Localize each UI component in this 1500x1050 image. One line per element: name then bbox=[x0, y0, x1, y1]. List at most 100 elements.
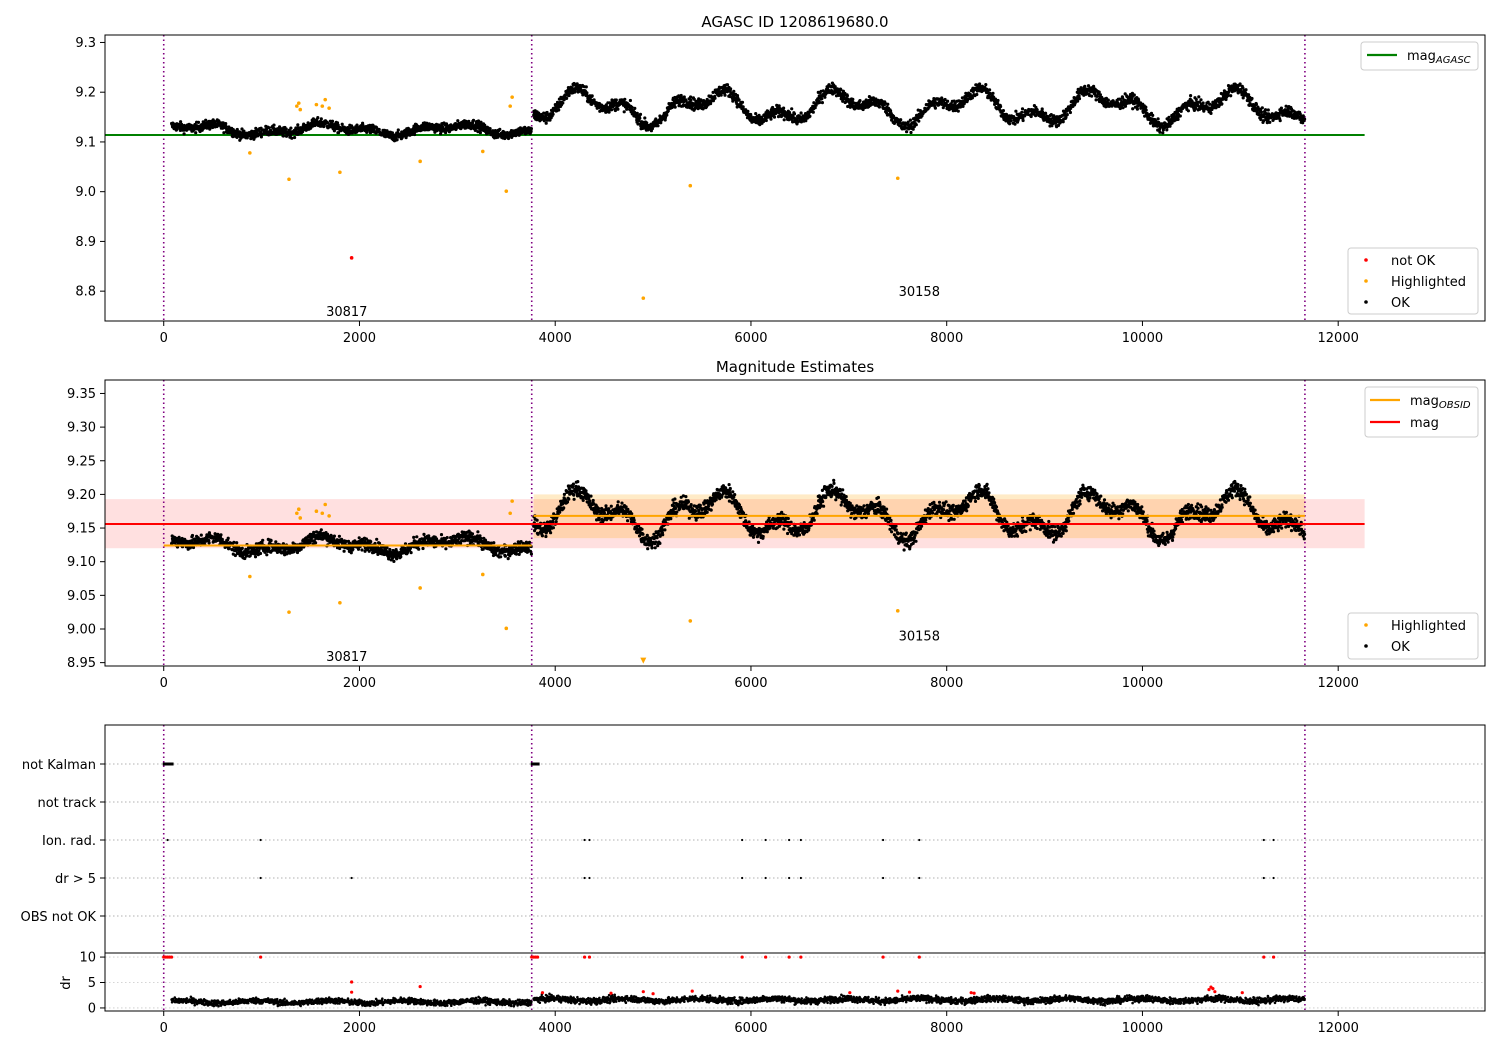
flag-marker bbox=[170, 762, 174, 766]
legend-marker bbox=[1364, 279, 1368, 283]
y-tick-label: 9.20 bbox=[67, 488, 96, 503]
dr-flagged-point bbox=[972, 991, 976, 995]
y-tick-label: 9.05 bbox=[67, 589, 96, 604]
dr-flagged-point bbox=[764, 955, 768, 959]
flag-marker bbox=[799, 876, 802, 880]
flag-marker bbox=[741, 876, 744, 880]
highlighted-point bbox=[895, 609, 900, 613]
dr-flagged-point bbox=[540, 991, 545, 995]
flag-marker bbox=[259, 838, 262, 842]
y-tick-label: 5 bbox=[88, 976, 96, 991]
highlighted-point bbox=[248, 574, 252, 579]
dr-flagged-point bbox=[350, 990, 354, 994]
dr-flagged-point bbox=[896, 989, 900, 993]
not-ok-point bbox=[349, 256, 354, 260]
axes-frame bbox=[104, 34, 1486, 322]
flag-marker bbox=[166, 838, 169, 842]
legend-subscript: OBSID bbox=[1439, 400, 1471, 411]
flag-row-label: not track bbox=[37, 796, 96, 811]
highlighted-point bbox=[480, 572, 485, 577]
dr-flagged-point bbox=[259, 955, 263, 959]
flag-marker bbox=[259, 876, 262, 880]
dr-flagged-point bbox=[848, 991, 852, 995]
flags-and-dr-panel: not Kalman not track Ion. rad. dr > 5 OBS no… bbox=[21, 724, 1486, 1036]
x-tick-label: 6000 bbox=[734, 676, 767, 691]
highlighted-point bbox=[688, 183, 693, 188]
legend-label: not OK bbox=[1391, 254, 1436, 269]
flag-marker bbox=[788, 838, 791, 842]
dr-flagged-point bbox=[740, 955, 744, 959]
flag-marker bbox=[168, 762, 172, 766]
dr-flagged-point bbox=[418, 984, 422, 989]
flag-marker bbox=[534, 762, 538, 766]
legend-marker bbox=[1364, 644, 1368, 648]
dr-flagged-point bbox=[651, 992, 655, 996]
dr-flagged-point bbox=[609, 991, 613, 995]
legend-frame bbox=[1360, 41, 1479, 71]
flag-marker bbox=[1262, 838, 1265, 842]
obsid-label: 30158 bbox=[899, 630, 940, 645]
highlighted-point bbox=[323, 502, 328, 507]
panel-1-title: AGASC ID 1208619680.0 bbox=[701, 13, 888, 31]
dr-flagged-point bbox=[1213, 990, 1217, 994]
ok-points bbox=[170, 478, 1307, 564]
flag-row-label: not Kalman bbox=[22, 758, 96, 773]
x-tick-label: 10000 bbox=[1122, 331, 1163, 346]
x-tick-label: 8000 bbox=[930, 331, 963, 346]
x-tick-label: 8000 bbox=[930, 1021, 963, 1036]
flag-marker bbox=[764, 838, 767, 842]
flag-marker bbox=[162, 762, 166, 766]
legend-label: OK bbox=[1391, 640, 1410, 655]
magnitude-estimates-panel: Magnitude Estimates 30817 30158 0 2000 4000 6… bbox=[67, 358, 1486, 691]
highlighted-point bbox=[508, 104, 512, 108]
highlighted-point bbox=[295, 104, 299, 108]
y-tick-label: 9.1 bbox=[75, 135, 96, 150]
obsid-label: 30817 bbox=[326, 305, 367, 320]
legend-label: Highlighted bbox=[1391, 619, 1466, 634]
x-tick-label: 0 bbox=[160, 331, 168, 346]
dr-flagged-point bbox=[1271, 955, 1276, 959]
flag-marker bbox=[1272, 838, 1275, 842]
dr-flagged-point bbox=[587, 955, 592, 959]
y-tick-label: 9.10 bbox=[67, 555, 96, 570]
flag-marker bbox=[918, 876, 921, 880]
highlighted-point bbox=[323, 97, 328, 102]
ok-points bbox=[170, 81, 1307, 143]
flag-row-label: dr > 5 bbox=[55, 872, 96, 887]
legend-label: mag bbox=[1410, 416, 1439, 431]
flag-marker bbox=[764, 876, 767, 880]
highlighted-point bbox=[298, 516, 303, 520]
dr-ok-points bbox=[170, 992, 1306, 1008]
legend-label: OK bbox=[1391, 296, 1410, 311]
flag-marker bbox=[881, 838, 885, 842]
y-tick-label: 0 bbox=[88, 1001, 96, 1016]
dr-flagged-point bbox=[582, 955, 587, 959]
y-tick-label: 9.3 bbox=[75, 36, 96, 51]
dr-flagged-point bbox=[969, 991, 973, 995]
legend-marker bbox=[1364, 258, 1368, 262]
dr-flagged-point bbox=[169, 955, 174, 959]
x-tick-label: 12000 bbox=[1318, 331, 1359, 346]
flag-marker bbox=[788, 876, 791, 880]
obsid-label: 30158 bbox=[899, 285, 940, 300]
highlighted-point bbox=[248, 151, 252, 155]
y-tick-label: 8.8 bbox=[75, 285, 96, 300]
dr-axis-label: dr bbox=[59, 976, 74, 990]
highlighted-point bbox=[688, 619, 693, 623]
y-tick-label: 9.30 bbox=[67, 421, 96, 436]
y-tick-label: 9.25 bbox=[67, 454, 96, 469]
x-tick-label: 10000 bbox=[1122, 676, 1163, 691]
highlighted-point bbox=[418, 586, 422, 590]
dr-flagged-point bbox=[1207, 988, 1211, 992]
highlighted-point bbox=[287, 610, 291, 614]
legend-marker bbox=[1364, 300, 1368, 304]
y-tick-label: 9.15 bbox=[67, 522, 96, 537]
dr-flagged-point bbox=[1240, 991, 1244, 995]
flag-marker bbox=[530, 762, 534, 766]
flag-marker bbox=[918, 838, 921, 842]
x-tick-label: 8000 bbox=[930, 676, 963, 691]
obsid-label: 30817 bbox=[326, 650, 367, 665]
highlighted-point bbox=[895, 176, 900, 181]
